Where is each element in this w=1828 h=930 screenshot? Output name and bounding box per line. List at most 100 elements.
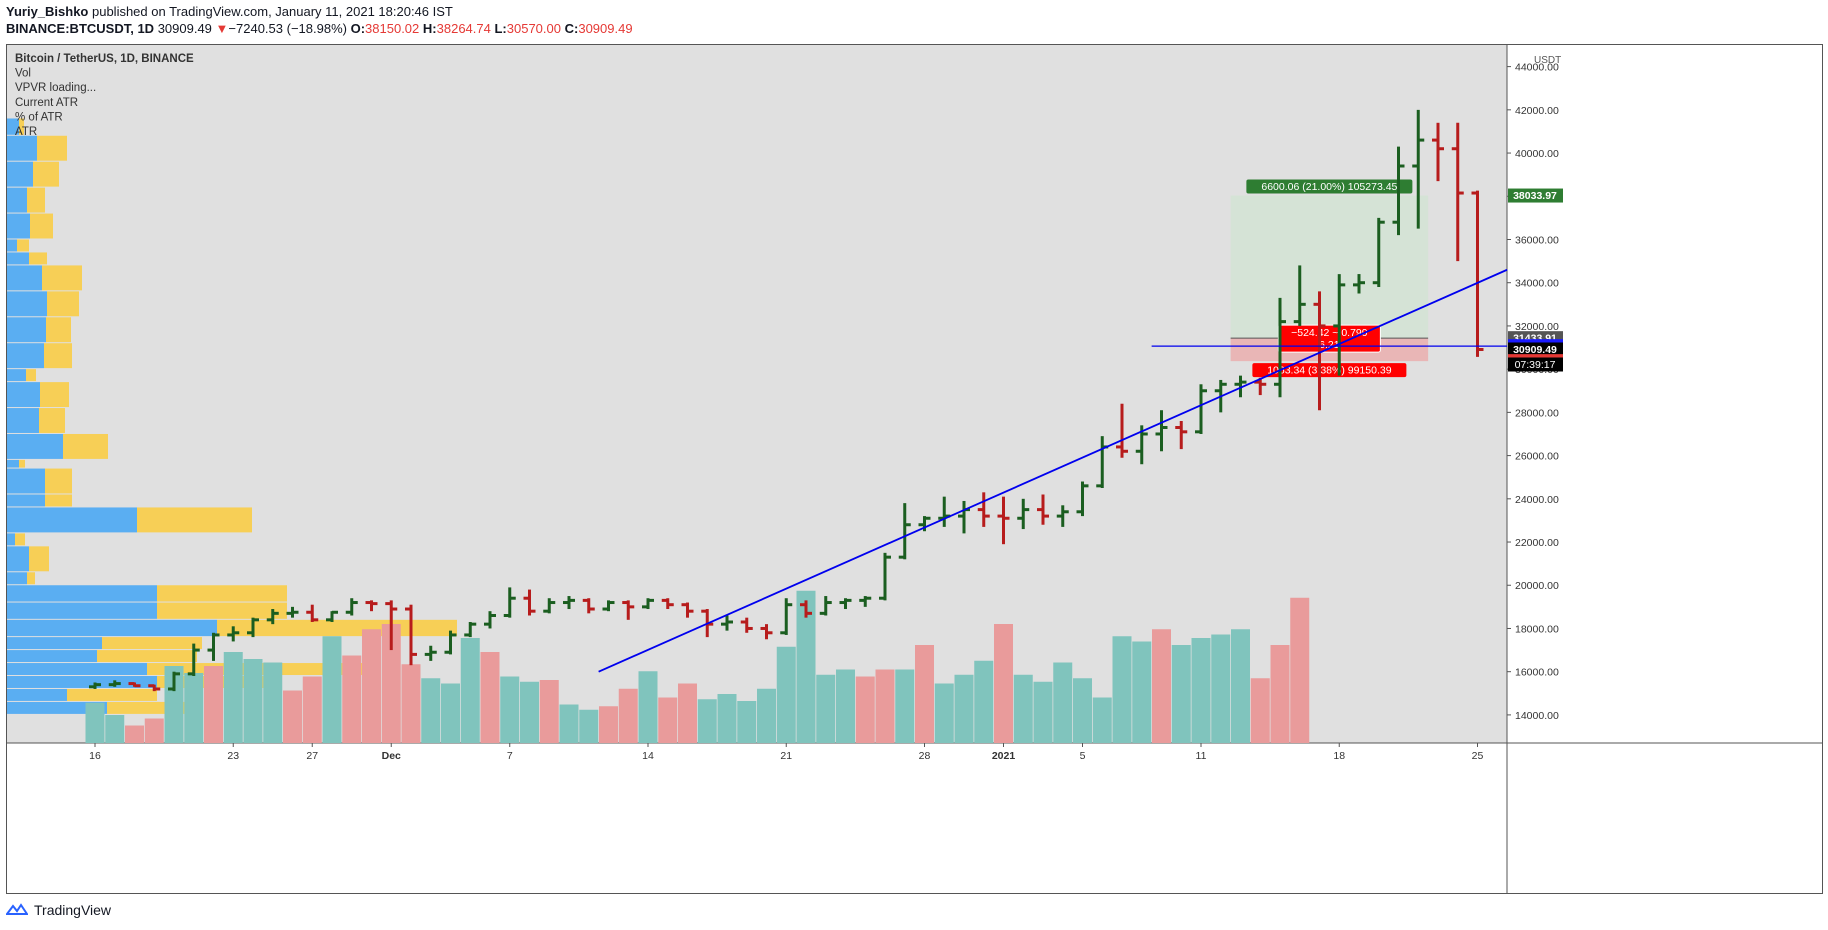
- vp-row-down: [45, 468, 72, 494]
- indicator-legend-item[interactable]: Current ATR: [15, 97, 78, 109]
- ohlc-bar: [1274, 297, 1286, 398]
- price-tag: 38033.97: [1508, 188, 1563, 203]
- volume-bar: [125, 725, 144, 743]
- x-tick-label: 28: [919, 750, 931, 762]
- indicator-legend-item[interactable]: % of ATR: [15, 111, 63, 123]
- volume-bar: [342, 655, 362, 743]
- volume-bar: [717, 694, 737, 743]
- open-label: O:: [350, 21, 366, 36]
- high-value: 38264.74: [436, 21, 491, 36]
- volume-bar: [678, 683, 697, 743]
- indicator-legend-item[interactable]: Bitcoin / TetherUS, 1D, BINANCE: [15, 53, 194, 65]
- volume-bar: [934, 683, 954, 743]
- footer: TradingView: [6, 902, 111, 918]
- ohlc-bar: [444, 630, 457, 655]
- volume-bar: [480, 652, 500, 743]
- vp-row-down: [29, 546, 49, 572]
- volume-bar: [994, 624, 1013, 743]
- symbol-label: BINANCE:BTCUSDT, 1D: [6, 21, 155, 36]
- ohlc-bar: [168, 671, 180, 692]
- volume-bar: [658, 697, 678, 743]
- vp-row-up: [7, 161, 33, 187]
- indicator-legend-item[interactable]: Vol: [15, 68, 31, 80]
- volume-bar: [401, 664, 421, 743]
- chart-canvas[interactable]: 6600.06 (21.00%) 105273.45 1063.34 (3.38%…: [7, 45, 1822, 893]
- volume-bar: [85, 702, 105, 743]
- volume-bar: [915, 645, 934, 743]
- ohlc-bar: [1333, 274, 1346, 376]
- center-label-text-2: 6.21: [1319, 339, 1340, 351]
- vp-row-up: [7, 118, 19, 135]
- volume-bar: [875, 669, 895, 743]
- volume-bar: [796, 590, 816, 743]
- ohlc-bar: [326, 610, 338, 622]
- x-tick-label: 18: [1333, 750, 1345, 762]
- x-tick-label: 21: [780, 750, 792, 762]
- ohlc-bar: [800, 600, 812, 618]
- ohlc-bar: [286, 606, 299, 618]
- chart-frame[interactable]: 6600.06 (21.00%) 105273.45 1063.34 (3.38%…: [6, 44, 1823, 894]
- ohlc-bar: [642, 598, 654, 610]
- position-stop-label: 1063.34 (3.38%) 99150.39: [1252, 363, 1407, 378]
- vp-row-down: [26, 369, 36, 382]
- volume-bar: [302, 676, 322, 743]
- indicator-legend: Bitcoin / TetherUS, 1D, BINANCE Vol VPVR l…: [15, 53, 194, 138]
- publish-info: published on TradingView.com, January 11…: [88, 4, 453, 19]
- vp-row-up: [7, 187, 27, 213]
- y-tick-label: 34000.00: [1515, 278, 1559, 290]
- y-tick-label: 32000.00: [1515, 321, 1559, 333]
- volume-bar: [441, 683, 460, 743]
- header-line-1: Yuriy_Bishko published on TradingView.co…: [6, 3, 633, 20]
- volume-bar: [1211, 634, 1231, 743]
- volume-bar: [1250, 678, 1270, 743]
- vp-row-down: [40, 382, 69, 408]
- vp-row-up: [7, 135, 37, 161]
- vp-row-down: [37, 135, 67, 161]
- vp-row-down: [27, 187, 45, 213]
- x-tick-label: 16: [89, 750, 101, 762]
- ohlc-bar: [247, 617, 259, 638]
- ohlc-bar: [661, 598, 674, 610]
- vp-row-up: [7, 369, 26, 382]
- x-tick-label: 27: [306, 750, 318, 762]
- ohlc-bar: [859, 596, 872, 607]
- vp-row-up: [7, 468, 45, 494]
- trendline[interactable]: [598, 268, 1508, 673]
- indicator-legend-item[interactable]: VPVR loading...: [15, 82, 96, 94]
- author-name[interactable]: Yuriy_Bishko: [6, 4, 89, 19]
- ohlc-bar: [918, 516, 931, 532]
- ohlc-bar: [977, 492, 990, 527]
- vp-row-down: [63, 433, 108, 459]
- y-tick-label: 14000.00: [1515, 710, 1559, 722]
- vp-row-down: [19, 118, 24, 135]
- volume-bar: [362, 629, 381, 743]
- vp-row-down: [67, 688, 157, 701]
- price-tag-text: 30909.49: [1513, 344, 1557, 356]
- vp-row-up: [7, 343, 44, 369]
- long-position-tool[interactable]: 6600.06 (21.00%) 105273.45 1063.34 (3.38%…: [1230, 179, 1429, 378]
- ohlc-bar: [385, 600, 398, 651]
- brand-name[interactable]: TradingView: [34, 902, 112, 918]
- x-tick-label: 23: [227, 750, 239, 762]
- volume-bar: [757, 688, 776, 743]
- volume-bar: [539, 680, 559, 743]
- drawings[interactable]: [598, 268, 1508, 673]
- volume-bar: [579, 709, 599, 743]
- y-tick-label: 28000.00: [1515, 407, 1559, 419]
- chart-header: Yuriy_Bishko published on TradingView.co…: [6, 3, 633, 37]
- x-tick-label: 14: [642, 750, 654, 762]
- vp-row-up: [7, 572, 27, 585]
- ohlc-bar: [1037, 494, 1049, 525]
- countdown-box: [1508, 357, 1563, 372]
- vp-row-up: [7, 602, 157, 619]
- price-tag-box: [1508, 342, 1563, 357]
- ohlc-bar: [622, 600, 635, 620]
- price-change: −7240.53 (−18.98%): [228, 21, 347, 36]
- vp-row-down: [45, 494, 72, 507]
- ohlc-bar: [1392, 146, 1405, 236]
- position-target-zone[interactable]: [1230, 195, 1429, 339]
- y-tick-label: 40000.00: [1515, 148, 1559, 160]
- indicator-legend-item[interactable]: ATR: [15, 126, 37, 138]
- volume-bar: [1013, 674, 1033, 743]
- vp-row-up: [7, 585, 157, 602]
